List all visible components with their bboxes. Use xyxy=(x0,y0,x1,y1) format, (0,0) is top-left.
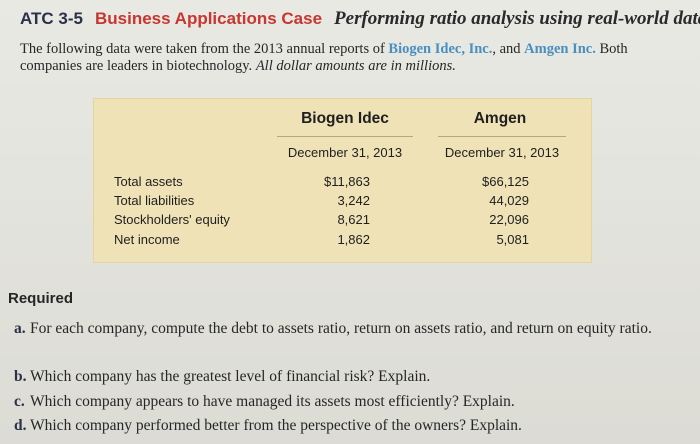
question-letter: c. xyxy=(14,393,25,410)
question-c: c. Which company appears to have managed… xyxy=(14,392,694,411)
cell-amgen-stockholders-equity: 22,096 xyxy=(489,212,529,227)
cell-amgen-total-liabilities: 44,029 xyxy=(489,193,529,208)
column-header-amgen: Amgen xyxy=(473,110,527,127)
case-id: ATC 3-5 xyxy=(20,9,83,28)
row-label-total-assets: Total assets xyxy=(114,174,183,189)
case-header: ATC 3-5 Business Applications Case Perfo… xyxy=(20,8,700,30)
intro-text-2: , and xyxy=(492,41,525,57)
row-label-net-income: Net income xyxy=(114,232,180,247)
cell-biogen-total-liabilities: 3,242 xyxy=(337,193,370,208)
column-rule-biogen xyxy=(277,136,413,137)
company-name-amgen: Amgen Inc. xyxy=(524,41,596,57)
intro-text-1: The following data were taken from the 2… xyxy=(20,41,389,57)
company-name-biogen: Biogen Idec, Inc. xyxy=(388,41,493,57)
data-table xyxy=(93,98,592,263)
cell-amgen-net-income: 5,081 xyxy=(496,232,529,247)
question-text: Which company has the greatest level of … xyxy=(30,368,431,385)
intro-text-3: Both companies are leaders in biotechnol… xyxy=(20,41,628,74)
question-d: d. Which company performed better from t… xyxy=(14,416,694,435)
question-letter: b. xyxy=(14,368,27,385)
case-title: Performing ratio analysis using real-wor… xyxy=(334,8,700,29)
question-text: For each company, compute the debt to as… xyxy=(30,320,652,337)
intro-paragraph: The following data were taken from the 2… xyxy=(20,41,690,75)
cell-amgen-total-assets: $66,125 xyxy=(482,174,529,189)
row-label-total-liabilities: Total liabilities xyxy=(114,193,195,208)
question-letter: d. xyxy=(14,417,27,434)
column-date-amgen: December 31, 2013 xyxy=(444,145,560,160)
column-date-biogen: December 31, 2013 xyxy=(287,145,403,160)
question-a: a. For each company, compute the debt to… xyxy=(14,319,694,338)
question-b: b. Which company has the greatest level … xyxy=(14,367,694,386)
question-letter: a. xyxy=(14,320,26,337)
case-type: Business Applications Case xyxy=(94,9,323,28)
cell-biogen-total-assets: $11,863 xyxy=(323,174,370,189)
question-text: Which company performed better from the … xyxy=(30,417,522,434)
required-heading: Required xyxy=(8,290,74,307)
cell-biogen-stockholders-equity: 8,621 xyxy=(337,212,370,227)
row-label-stockholders-equity: Stockholders' equity xyxy=(114,212,230,227)
cell-biogen-net-income: 1,862 xyxy=(337,232,370,247)
column-rule-amgen xyxy=(438,136,566,137)
question-text: Which company appears to have managed it… xyxy=(30,393,515,410)
column-header-biogen: Biogen Idec xyxy=(301,110,389,127)
intro-note: All dollar amounts are in millions. xyxy=(255,58,456,74)
